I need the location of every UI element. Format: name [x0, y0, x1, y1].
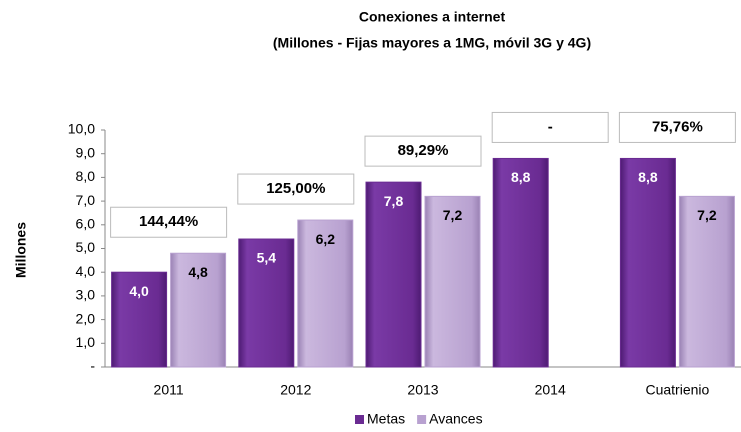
- value-label: 8,8: [511, 169, 531, 185]
- y-tick-label: 9,0: [76, 144, 96, 160]
- annotation: -: [548, 118, 553, 135]
- bar: [492, 157, 549, 368]
- value-label: 8,8: [638, 169, 658, 185]
- annotation-box: [618, 111, 736, 143]
- value-label: 7,8: [384, 193, 404, 209]
- legend-swatch: [417, 415, 427, 424]
- x-tick-label: 2011: [154, 382, 184, 398]
- annotation-box: [110, 206, 228, 238]
- x-tick-label: Cuatrienio: [645, 382, 709, 398]
- bar: [111, 271, 168, 368]
- bar: [365, 181, 422, 368]
- bar: [238, 238, 295, 368]
- legend-label: Avances: [429, 411, 482, 427]
- y-tick-label: 5,0: [76, 239, 96, 255]
- legend-label: Metas: [367, 411, 405, 427]
- y-tick-label: 1,0: [76, 334, 96, 350]
- y-axis-label: Millones: [13, 222, 29, 278]
- annotation-box: [491, 111, 609, 143]
- chart-subtitle: (Millones - Fijas mayores a 1MG, móvil 3…: [273, 35, 591, 51]
- y-tick-label: -: [90, 358, 95, 374]
- y-tick-label: 2,0: [76, 310, 96, 326]
- bar: [619, 157, 676, 368]
- bar: [170, 252, 227, 368]
- y-tick-label: 3,0: [76, 287, 96, 303]
- annotation-box: [237, 173, 355, 205]
- bar: [678, 195, 735, 368]
- y-tick-label: 7,0: [76, 192, 96, 208]
- y-tick-label: 8,0: [76, 168, 96, 184]
- annotation: 89,29%: [398, 142, 449, 159]
- value-label: 6,2: [316, 231, 336, 247]
- annotation: 144,44%: [139, 213, 198, 230]
- value-label: 7,2: [443, 207, 463, 223]
- value-label: 7,2: [697, 207, 717, 223]
- x-tick-label: 2012: [280, 382, 311, 398]
- value-label: 5,4: [257, 250, 277, 266]
- value-label: 4,8: [188, 264, 208, 280]
- y-tick-label: 10,0: [68, 121, 95, 137]
- y-tick-label: 4,0: [76, 263, 96, 279]
- chart-title: Conexiones a internet: [359, 9, 506, 25]
- annotation: 125,00%: [266, 180, 325, 197]
- legend-swatch: [355, 415, 364, 424]
- value-label: 4,0: [129, 283, 149, 299]
- annotation: 75,76%: [652, 118, 703, 135]
- annotation-box: [364, 135, 482, 167]
- x-tick-label: 2014: [535, 382, 566, 398]
- bar: [424, 195, 481, 368]
- y-tick-label: 6,0: [76, 216, 96, 232]
- x-tick-label: 2013: [407, 382, 438, 398]
- bar: [297, 219, 354, 368]
